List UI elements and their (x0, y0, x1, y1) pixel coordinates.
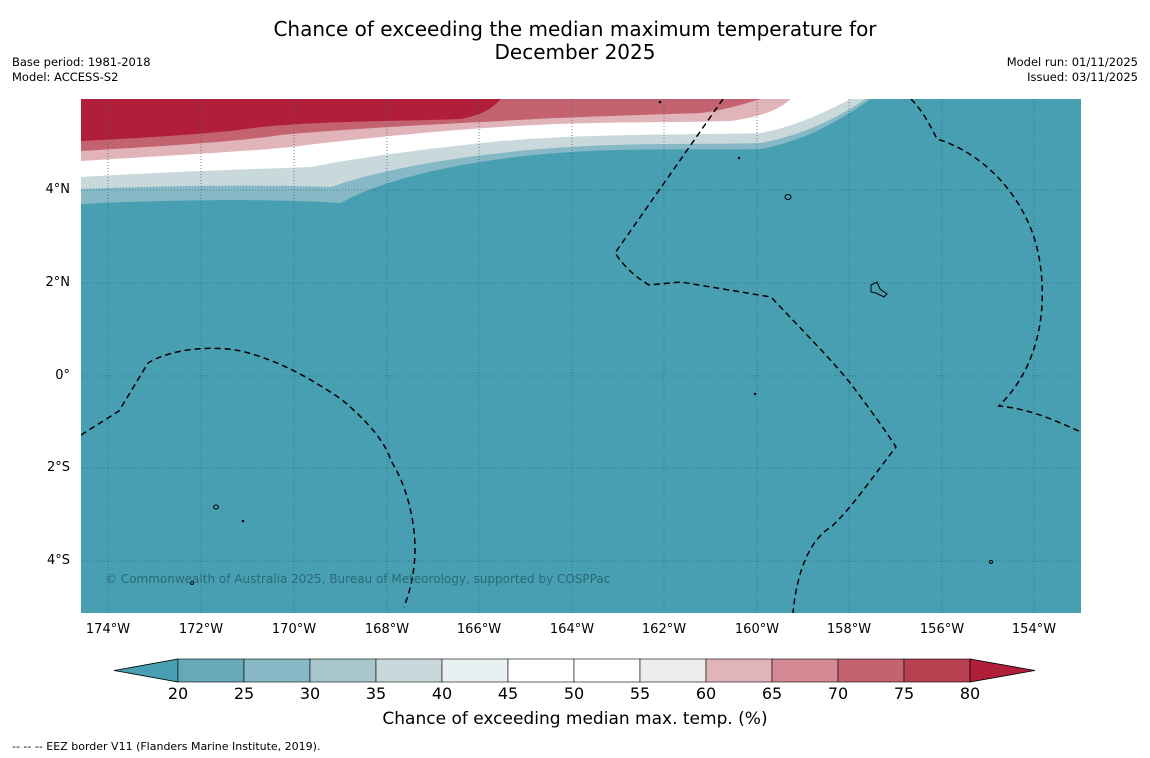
colorbar-segment (771, 658, 839, 683)
title-line-2: December 2025 (494, 40, 656, 64)
lon-label: 168°W (364, 622, 410, 637)
lat-label: 2°S (46, 460, 70, 475)
island-christmas (870, 281, 888, 298)
colorbar-segment (507, 658, 575, 683)
colorbar-segment (705, 658, 773, 683)
colorbar-segment (309, 658, 377, 683)
island-small-6 (658, 100, 662, 104)
band-deep-red (81, 99, 501, 141)
lat-label: 2°N (45, 275, 71, 290)
lat-label: 0° (55, 368, 70, 383)
lon-label: 166°W (456, 622, 502, 637)
lon-label: 158°W (826, 622, 872, 637)
map-panel (81, 99, 1081, 613)
colorbar-tick-label: 35 (365, 684, 387, 703)
model-run: Model run: 01/11/2025 (1006, 55, 1138, 69)
colorbar-tick-label: 40 (431, 684, 453, 703)
meta-right: Model run: 01/11/2025 Issued: 03/11/2025 (1007, 55, 1138, 85)
lon-label: 156°W (919, 622, 965, 637)
colorbar-segment (837, 658, 905, 683)
meta-left: Base period: 1981-2018 Model: ACCESS-S2 (12, 55, 151, 85)
colorbar-under-arrow (113, 658, 179, 683)
colorbar-tick-label: 50 (563, 684, 585, 703)
anomaly-bands (81, 99, 871, 204)
colorbar-tick-label: 30 (299, 684, 321, 703)
colorbar (113, 658, 1036, 683)
colorbar-segment (177, 658, 245, 683)
lon-label: 170°W (271, 622, 317, 637)
island-southwest (213, 504, 219, 510)
colorbar-tick-label: 45 (497, 684, 519, 703)
island-small-4 (753, 392, 757, 396)
colorbar-tick-label: 75 (893, 684, 915, 703)
lon-label: 174°W (85, 622, 131, 637)
colorbar-segment (375, 658, 443, 683)
eez-footnote: -- -- -- EEZ border V11 (Flanders Marine… (12, 740, 321, 753)
colorbar-tick-label: 65 (761, 684, 783, 703)
lon-label: 162°W (641, 622, 687, 637)
colorbar-label: Chance of exceeding median max. temp. (%… (382, 709, 768, 729)
island-small-2 (190, 581, 194, 585)
title-line-1: Chance of exceeding the median maximum t… (273, 17, 877, 41)
lon-label: 160°W (734, 622, 780, 637)
colorbar-tick-label: 25 (233, 684, 255, 703)
island-small-5 (737, 156, 741, 160)
island-north (784, 194, 792, 200)
islands (190, 100, 993, 585)
lon-label: 172°W (178, 622, 224, 637)
colorbar-segment (903, 658, 971, 683)
lat-label: 4°N (45, 182, 71, 197)
eez-borders (81, 99, 1081, 613)
issued-date: Issued: 03/11/2025 (1027, 70, 1138, 84)
colorbar-segment (639, 658, 707, 683)
copyright-notice: © Commonwealth of Australia 2025, Bureau… (105, 572, 611, 586)
lon-label: 154°W (1011, 622, 1057, 637)
colorbar-tick-label: 80 (959, 684, 981, 703)
colorbar-segment (441, 658, 509, 683)
lat-label: 4°S (46, 553, 70, 568)
colorbar-segment (573, 658, 641, 683)
model-name: Model: ACCESS-S2 (12, 70, 119, 84)
colorbar-tick-label: 70 (827, 684, 849, 703)
island-small-3 (989, 560, 993, 564)
colorbar-tick-label: 20 (167, 684, 189, 703)
island-small-1 (241, 519, 245, 523)
lon-label: 164°W (549, 622, 595, 637)
colorbar-segment (243, 658, 311, 683)
colorbar-tick-label: 60 (695, 684, 717, 703)
colorbar-over-arrow (969, 658, 1036, 683)
colorbar-tick-label: 55 (629, 684, 651, 703)
base-period: Base period: 1981-2018 (12, 55, 151, 69)
map-title: Chance of exceeding the median maximum t… (0, 18, 1150, 64)
